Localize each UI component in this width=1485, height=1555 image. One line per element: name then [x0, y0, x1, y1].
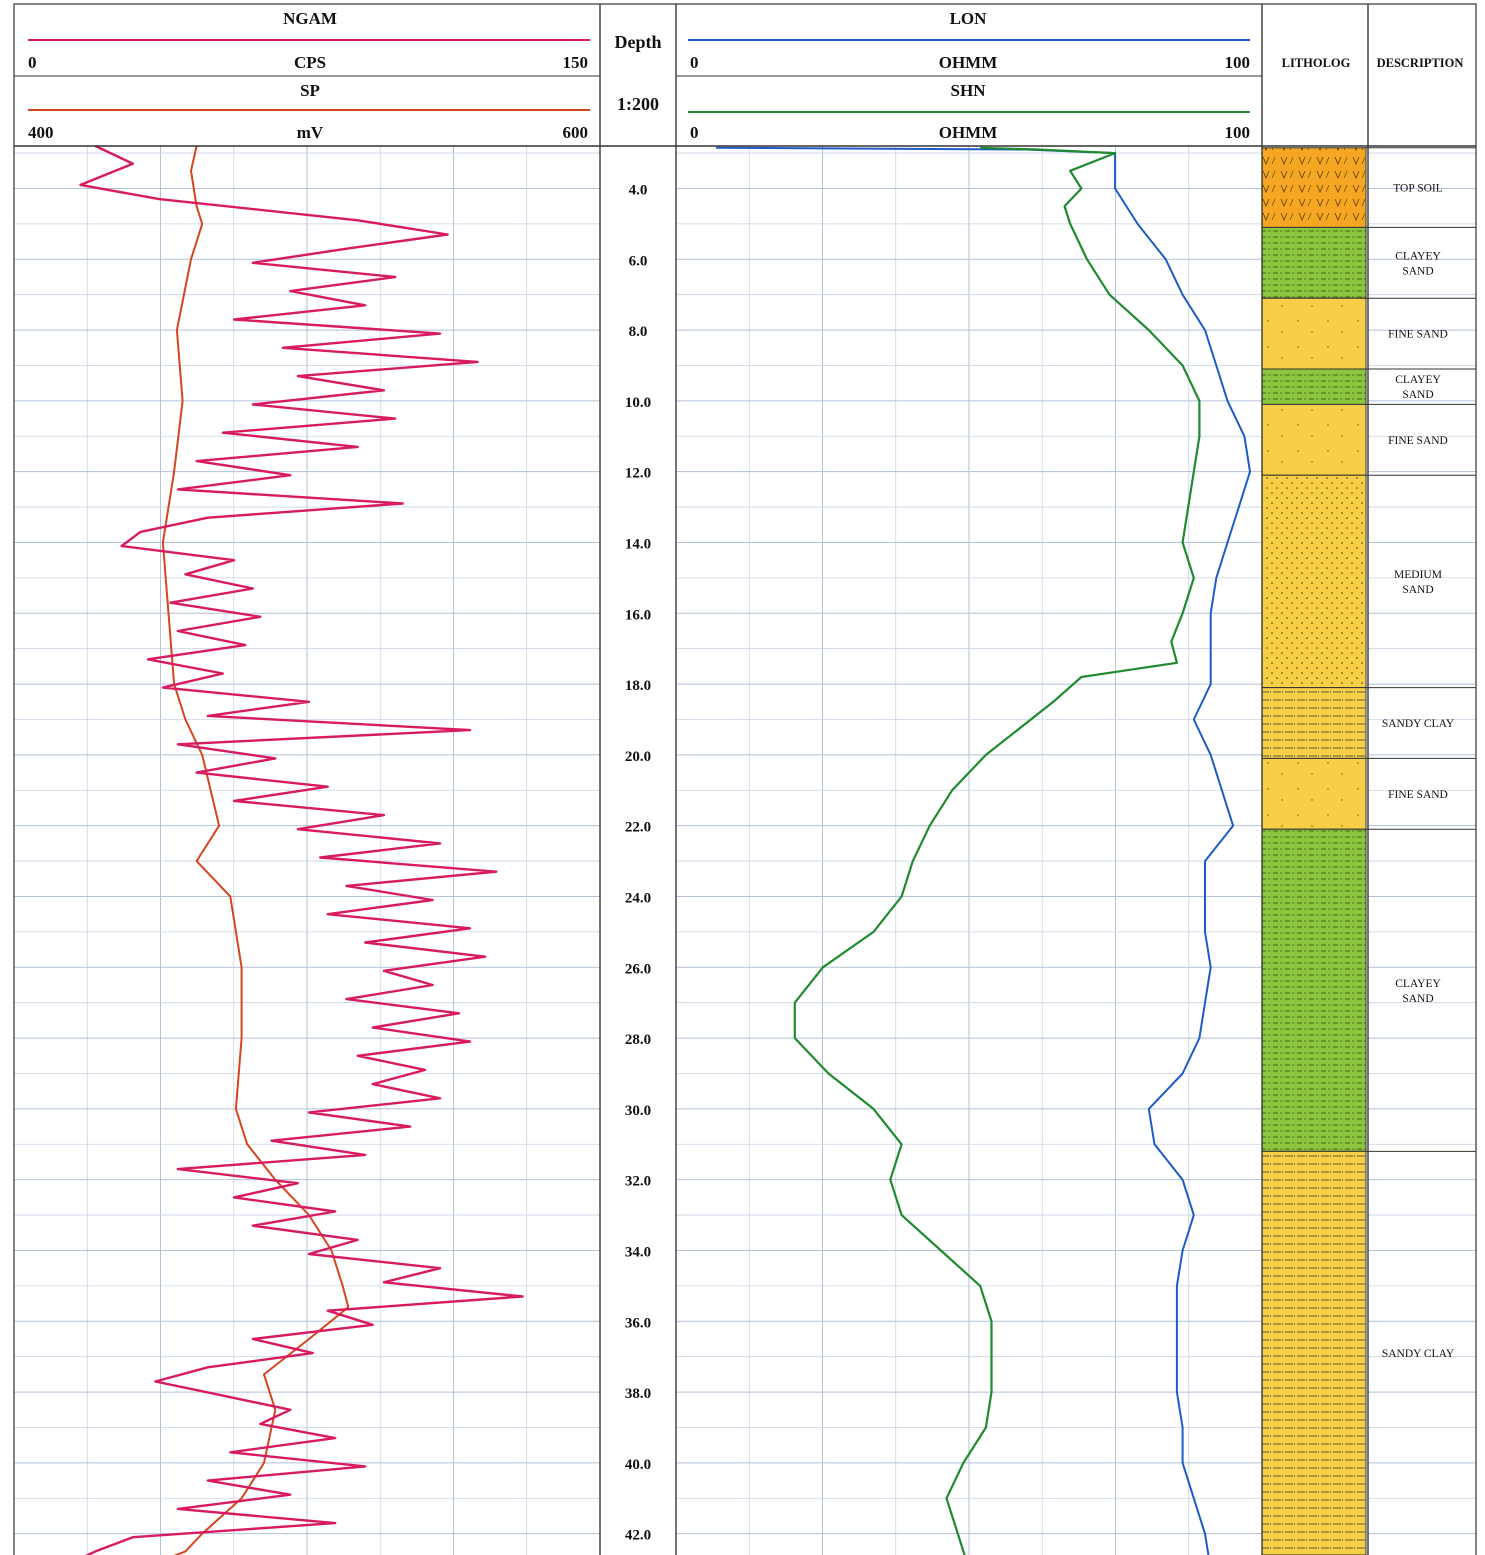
depth-tick-label: 22.0 — [625, 820, 651, 836]
litho-layer-top-soil — [1261, 147, 1367, 228]
description-label: CLAYEY — [1395, 250, 1441, 262]
litho-layer-fine-sand — [1261, 403, 1367, 476]
depth-tick-label: 34.0 — [625, 1244, 651, 1260]
depth-tick-label: 36.0 — [625, 1315, 651, 1331]
depth-header: Depth 1:200 — [614, 32, 661, 114]
depth-tick-label: 32.0 — [625, 1174, 651, 1190]
description-title: DESCRIPTION — [1377, 56, 1464, 70]
track2-grid — [676, 146, 1262, 1555]
litholog-title: LITHOLOG — [1282, 56, 1351, 70]
shn-unit: OHMM — [939, 123, 998, 142]
description-label: SAND — [1402, 993, 1433, 1005]
lon-curve — [716, 146, 1251, 1555]
description-label: MEDIUM — [1394, 569, 1442, 581]
description-label: SAND — [1402, 584, 1433, 596]
track2-header: LON 0 OHMM 100 SHN 0 OHMM 100 — [676, 9, 1262, 142]
shn-curve-name: SHN — [951, 81, 987, 100]
description-label: TOP SOIL — [1393, 183, 1443, 195]
litho-layer-fine-sand — [1261, 297, 1367, 370]
lon-unit: OHMM — [939, 53, 998, 72]
description-label: SAND — [1402, 389, 1433, 401]
description-label: CLAYEY — [1395, 978, 1441, 990]
sp-min: 400 — [28, 123, 54, 142]
ngam-min: 0 — [28, 53, 37, 72]
depth-tick-label: 26.0 — [625, 961, 651, 977]
track1-curves — [79, 144, 524, 1555]
description-label: FINE SAND — [1388, 329, 1448, 341]
depth-tick-label: 28.0 — [625, 1032, 651, 1048]
litho-layer-clayey-sand — [1261, 368, 1367, 405]
description-label: SANDY CLAY — [1382, 1348, 1455, 1360]
lon-min: 0 — [690, 53, 699, 72]
depth-tick-label: 10.0 — [625, 395, 651, 411]
depth-title: Depth — [614, 32, 661, 52]
depth-tick-label: 24.0 — [625, 890, 651, 906]
track1-grid — [14, 146, 600, 1555]
litho-layer-clayey-sand — [1261, 226, 1367, 299]
depth-scale: 1:200 — [617, 94, 659, 114]
ngam-curve — [79, 144, 524, 1555]
depth-tick-label: 14.0 — [625, 536, 651, 552]
lithology-header: LITHOLOG DESCRIPTION — [1282, 56, 1464, 70]
depth-tick-label: 8.0 — [629, 324, 648, 340]
litho-layer-medium-sand — [1261, 474, 1367, 689]
depth-tick-label: 6.0 — [629, 253, 648, 269]
depth-tick-label: 20.0 — [625, 749, 651, 765]
depth-tick-label: 16.0 — [625, 607, 651, 623]
sp-max: 600 — [563, 123, 589, 142]
shn-min: 0 — [690, 123, 699, 142]
description-grid — [1368, 152, 1476, 1535]
ngam-max: 150 — [563, 53, 589, 72]
lon-curve-name: LON — [950, 9, 988, 28]
depth-tick-label: 38.0 — [625, 1386, 651, 1402]
litho-layer-fine-sand — [1261, 757, 1367, 830]
depth-tick-label: 12.0 — [625, 466, 651, 482]
litho-layer-sandy-clay — [1261, 687, 1367, 759]
depth-tick-label: 30.0 — [625, 1103, 651, 1119]
litho-layer-clayey-sand — [1261, 828, 1367, 1152]
track1-header: NGAM 0 CPS 150 SP 400 mV 600 — [14, 9, 600, 142]
depth-ticks: 4.0 6.0 8.0 10.0 12.0 14.0 16.0 18.0 20.0 22.0 24.… — [625, 182, 651, 1543]
depth-tick-label: 4.0 — [629, 182, 648, 198]
sp-curve-name: SP — [300, 81, 320, 100]
lithology-column — [1261, 147, 1367, 1555]
sp-curve — [161, 145, 350, 1555]
description-column: TOP SOIL CLAYEY SAND FINE SAND CLAYEY SAND FIN… — [1366, 147, 1476, 1360]
depth-tick-label: 42.0 — [625, 1528, 651, 1544]
ngam-unit: CPS — [294, 53, 326, 72]
description-label: SANDY CLAY — [1382, 718, 1455, 730]
description-label: SAND — [1402, 265, 1433, 277]
description-label: FINE SAND — [1388, 789, 1448, 801]
sp-unit: mV — [297, 123, 324, 142]
ngam-curve-name: NGAM — [283, 9, 337, 28]
shn-max: 100 — [1225, 123, 1251, 142]
description-label: CLAYEY — [1395, 374, 1441, 386]
lon-max: 100 — [1225, 53, 1251, 72]
track-frames — [13, 3, 1477, 1555]
depth-tick-label: 18.0 — [625, 678, 651, 694]
track2-curves — [716, 146, 1251, 1555]
description-label: FINE SAND — [1388, 435, 1448, 447]
depth-tick-label: 40.0 — [625, 1457, 651, 1473]
litho-layer-sandy-clay — [1261, 1150, 1367, 1555]
shn-curve — [793, 146, 1201, 1555]
